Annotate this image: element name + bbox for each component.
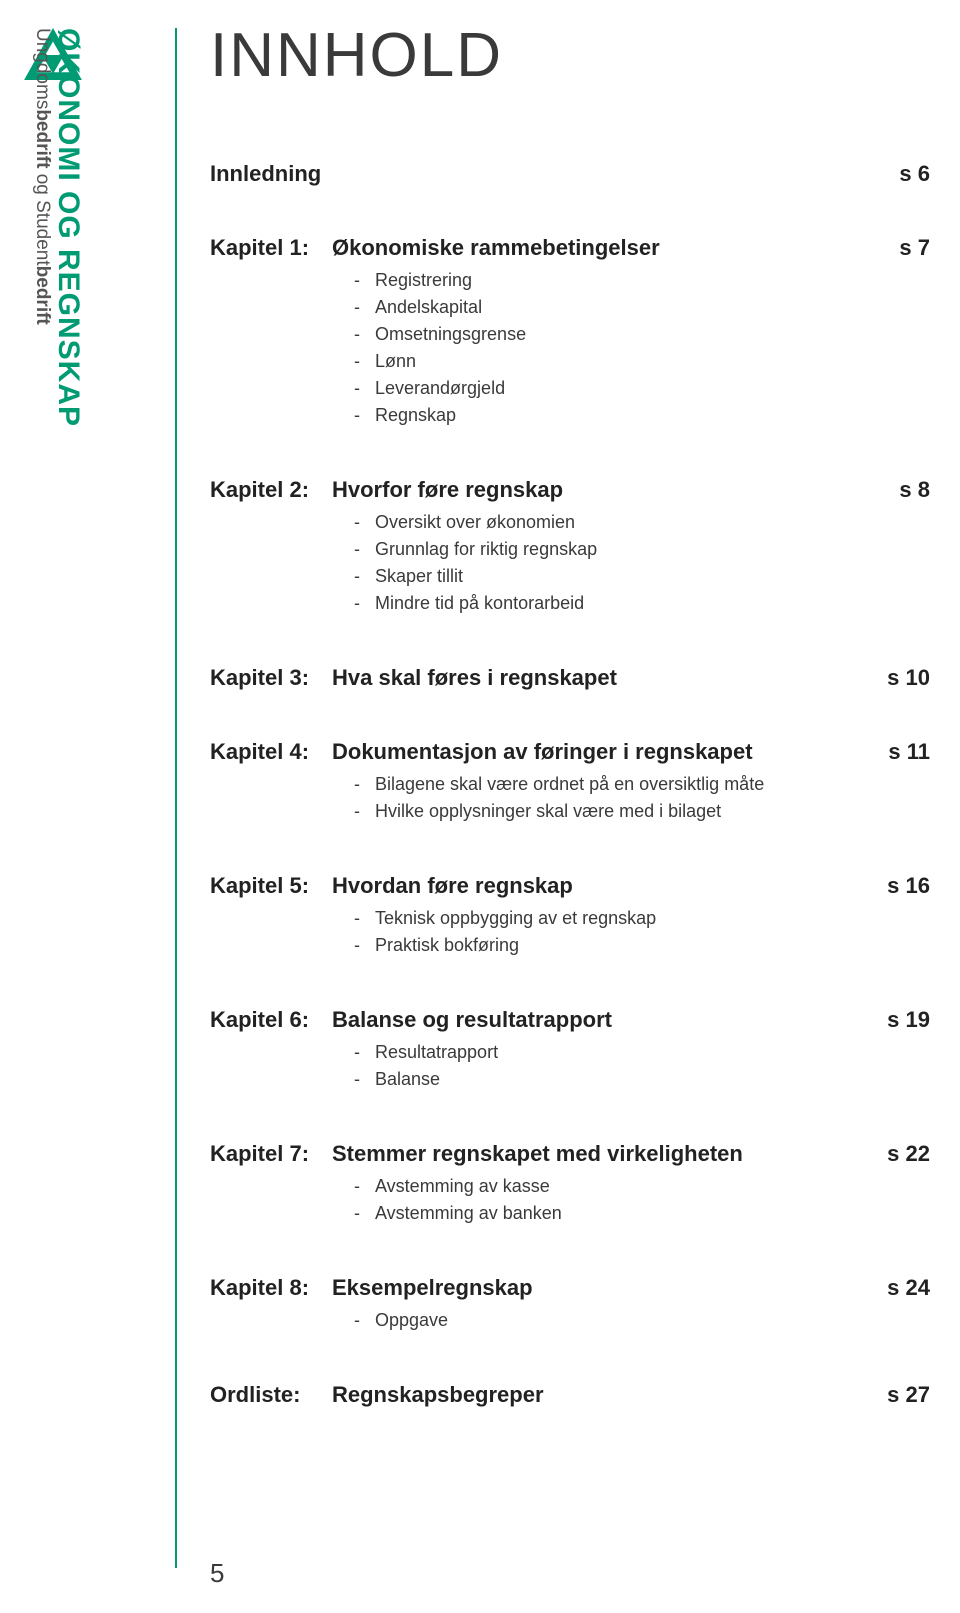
toc-sub-list: Bilagene skal være ordnet på en oversikt… <box>210 771 930 825</box>
toc-chapter-page: s 16 <box>867 873 930 899</box>
toc-sub-item: Lønn <box>354 348 930 375</box>
toc-chapter-page: s 24 <box>867 1275 930 1301</box>
toc-sub-item: Mindre tid på kontorarbeid <box>354 590 930 617</box>
toc-sub-item: Teknisk oppbygging av et regnskap <box>354 905 930 932</box>
toc-chapter-title: Dokumentasjon av føringer i regnskapet <box>332 739 753 764</box>
toc-chapter-head: Kapitel 7:Stemmer regnskapet med virkeli… <box>210 1141 743 1167</box>
toc-chapter-title: Balanse og resultatrapport <box>332 1007 612 1032</box>
toc-chapter-title: Hvordan føre regnskap <box>332 873 573 898</box>
toc-chapter: Kapitel 4:Dokumentasjon av føringer i re… <box>210 739 930 825</box>
toc-sub-item: Oversikt over økonomien <box>354 509 930 536</box>
toc-chapter-page: s 10 <box>867 665 930 691</box>
toc-glossary-page: s 27 <box>867 1382 930 1408</box>
toc-chapter: Kapitel 6:Balanse og resultatrapport s 19… <box>210 1007 930 1093</box>
toc-chapter-page: s 22 <box>867 1141 930 1167</box>
toc-sub-item: Hvilke opplysninger skal være med i bila… <box>354 798 930 825</box>
toc-sub-list: Teknisk oppbygging av et regnskapPraktis… <box>210 905 930 959</box>
toc-intro-page: s 6 <box>879 161 930 187</box>
toc-chapter-label: Kapitel 5: <box>210 873 332 899</box>
toc-sub-list: Oversikt over økonomienGrunnlag for rikt… <box>210 509 930 617</box>
vertical-divider <box>175 28 177 1568</box>
toc-sub-item: Oppgave <box>354 1307 930 1334</box>
toc-intro-label: Innledning <box>210 161 321 187</box>
toc-chapter-title: Eksempelregnskap <box>332 1275 533 1300</box>
toc-chapters: Kapitel 1:Økonomiske rammebetingelser s 7… <box>210 235 930 1334</box>
vertical-brand-text: ØKONOMI OG REGNSKAP Ungdomsbedrift og St… <box>31 28 85 348</box>
toc-chapter-title: Stemmer regnskapet med virkeligheten <box>332 1141 743 1166</box>
toc-sub-item: Bilagene skal være ordnet på en oversikt… <box>354 771 930 798</box>
main-content: INNHOLD Innledning s 6 Kapitel 1:Økonomi… <box>210 20 930 1456</box>
toc-sub-list: Oppgave <box>210 1307 930 1334</box>
toc-chapter-label: Kapitel 1: <box>210 235 332 261</box>
toc-chapter-head: Kapitel 5:Hvordan føre regnskap <box>210 873 573 899</box>
left-rail: ØKONOMI OG REGNSKAP Ungdomsbedrift og St… <box>0 0 175 1613</box>
toc-chapter-head: Kapitel 2:Hvorfor føre regnskap <box>210 477 563 503</box>
toc-chapter-label: Kapitel 2: <box>210 477 332 503</box>
toc-chapter: Kapitel 3:Hva skal føres i regnskapet s 1… <box>210 665 930 691</box>
toc-glossary: Ordliste:Regnskapsbegreper s 27 <box>210 1382 930 1408</box>
toc-chapter-head: Kapitel 1:Økonomiske rammebetingelser <box>210 235 660 261</box>
toc-sub-list: Avstemming av kasseAvstemming av banken <box>210 1173 930 1227</box>
toc-glossary-head: Ordliste:Regnskapsbegreper <box>210 1382 544 1408</box>
toc-chapter-head: Kapitel 6:Balanse og resultatrapport <box>210 1007 612 1033</box>
page-number: 5 <box>210 1558 224 1589</box>
toc-chapter-page: s 11 <box>868 739 930 765</box>
toc-chapter-page: s 8 <box>879 477 930 503</box>
toc-sub-item: Grunnlag for riktig regnskap <box>354 536 930 563</box>
toc-chapter-page: s 7 <box>879 235 930 261</box>
toc-sub-item: Balanse <box>354 1066 930 1093</box>
toc-chapter: Kapitel 5:Hvordan føre regnskap s 16 Tekni… <box>210 873 930 959</box>
toc-sub-item: Avstemming av kasse <box>354 1173 930 1200</box>
toc-sub-item: Resultatrapport <box>354 1039 930 1066</box>
toc-sub-list: RegistreringAndelskapitalOmsetningsgrens… <box>210 267 930 429</box>
page-title: INNHOLD <box>210 20 930 91</box>
toc-chapter-label: Kapitel 3: <box>210 665 332 691</box>
toc-intro: Innledning s 6 <box>210 161 930 187</box>
toc-chapter: Kapitel 1:Økonomiske rammebetingelser s 7… <box>210 235 930 429</box>
toc-chapter-label: Kapitel 7: <box>210 1141 332 1167</box>
toc-sub-list: ResultatrapportBalanse <box>210 1039 930 1093</box>
vertical-main-title: ØKONOMI OG REGNSKAP <box>51 28 85 348</box>
toc-chapter: Kapitel 2:Hvorfor føre regnskap s 8 Oversi… <box>210 477 930 617</box>
toc-sub-item: Praktisk bokføring <box>354 932 930 959</box>
vertical-subtitle: Ungdomsbedrift og Studentbedrift <box>31 28 53 348</box>
toc-chapter-head: Kapitel 8:Eksempelregnskap <box>210 1275 533 1301</box>
toc-chapter-title: Hvorfor føre regnskap <box>332 477 563 502</box>
toc-chapter-head: Kapitel 3:Hva skal føres i regnskapet <box>210 665 617 691</box>
toc-sub-item: Leverandørgjeld <box>354 375 930 402</box>
toc-chapter-label: Kapitel 8: <box>210 1275 332 1301</box>
toc-chapter-label: Kapitel 4: <box>210 739 332 765</box>
toc-sub-item: Skaper tillit <box>354 563 930 590</box>
toc-sub-item: Andelskapital <box>354 294 930 321</box>
toc-chapter: Kapitel 8:Eksempelregnskap s 24 Oppgave <box>210 1275 930 1334</box>
toc-chapter-head: Kapitel 4:Dokumentasjon av føringer i re… <box>210 739 753 765</box>
toc-chapter-title: Hva skal føres i regnskapet <box>332 665 617 690</box>
toc-sub-item: Regnskap <box>354 402 930 429</box>
toc-chapter: Kapitel 7:Stemmer regnskapet med virkeli… <box>210 1141 930 1227</box>
toc-sub-item: Registrering <box>354 267 930 294</box>
toc-chapter-label: Kapitel 6: <box>210 1007 332 1033</box>
toc-chapter-page: s 19 <box>867 1007 930 1033</box>
toc-chapter-title: Økonomiske rammebetingelser <box>332 235 660 260</box>
toc-sub-item: Omsetningsgrense <box>354 321 930 348</box>
toc-sub-item: Avstemming av banken <box>354 1200 930 1227</box>
